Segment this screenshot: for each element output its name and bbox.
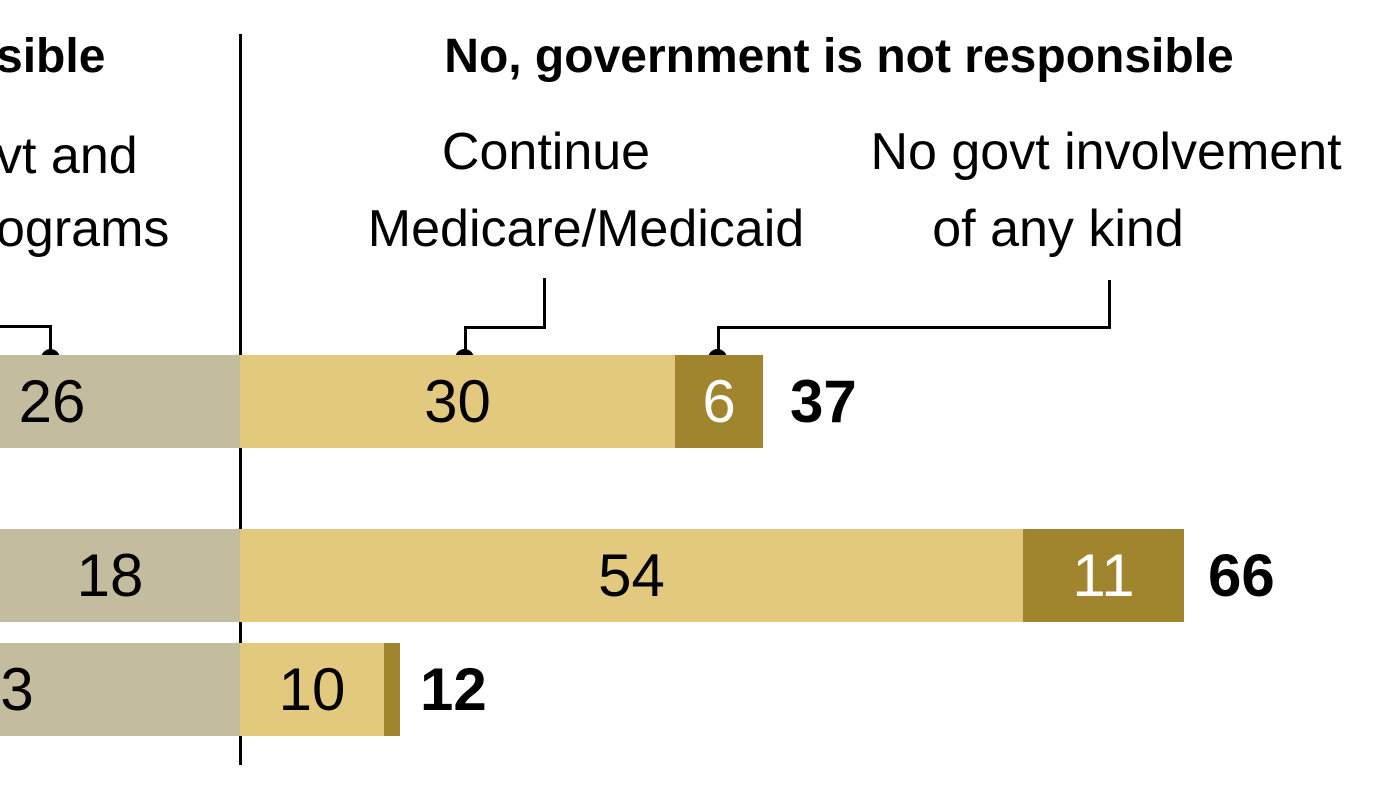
- bar1-gray-segment: [0, 355, 240, 448]
- header-left-fragment: sible: [0, 30, 106, 83]
- connector-left-vertical: [49, 325, 52, 353]
- label-left-fragment-line2: ograms: [0, 200, 170, 258]
- label-no-govt-line2: of any kind: [932, 200, 1184, 258]
- bar1-continue-segment: 30: [240, 355, 675, 448]
- bar3-gray-segment: [0, 643, 240, 736]
- label-continue-medicare-line2: Medicare/Medicaid: [367, 200, 805, 258]
- connector-left-horizontal: [0, 325, 52, 328]
- bar1-total-value: 37: [790, 368, 857, 435]
- connector-nogovt-vertical-upper: [1108, 280, 1111, 329]
- bar3-total-value: 12: [420, 656, 487, 723]
- connector-nogovt-horizontal: [717, 326, 1111, 329]
- bar3-continue-value: 10: [278, 655, 346, 723]
- label-left-fragment-line1: vt and: [0, 127, 138, 185]
- bar2-gray-value: 18: [76, 541, 144, 609]
- label-continue-medicare-line1: Continue: [441, 123, 651, 181]
- connector-continue-vertical-upper: [543, 278, 546, 329]
- bar1-nogovt-value: 6: [702, 367, 736, 435]
- connector-continue-horizontal: [464, 326, 546, 329]
- bar2-gray-segment: [0, 529, 240, 622]
- connector-continue-vertical-lower: [464, 326, 467, 353]
- bar2-total-value: 66: [1208, 542, 1275, 609]
- bar3-continue-segment: 10: [240, 643, 384, 736]
- bar2-continue-value: 54: [598, 541, 665, 609]
- bar1-gray-value: 26: [18, 367, 86, 435]
- bar3-gray-value-fragment: 3: [0, 655, 34, 723]
- bar2-nogovt-segment: 11: [1023, 529, 1184, 622]
- bar-row-2: 54 11 18 66: [0, 529, 1400, 622]
- bar3-nogovt-segment: [384, 643, 400, 736]
- connector-nogovt-vertical-lower: [717, 326, 720, 353]
- label-no-govt-line1: No govt involvement: [870, 123, 1342, 181]
- bar2-nogovt-value: 11: [1072, 541, 1135, 609]
- bar1-continue-value: 30: [424, 367, 491, 435]
- header-right: No, government is not responsible: [444, 30, 1234, 83]
- bar2-continue-segment: 54: [240, 529, 1023, 622]
- bar-row-3: 10 3 12: [0, 643, 1400, 736]
- bar-row-1: 30 6 26 37: [0, 355, 1400, 448]
- bar1-nogovt-segment: 6: [675, 355, 763, 448]
